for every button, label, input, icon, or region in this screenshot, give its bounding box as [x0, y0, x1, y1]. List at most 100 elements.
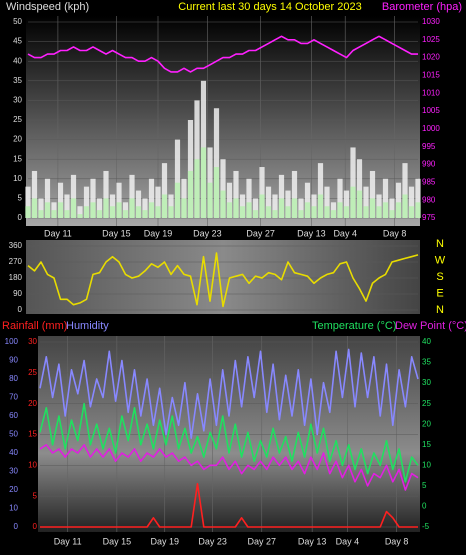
- bar: [252, 198, 259, 218]
- bar: [324, 206, 330, 218]
- bar: [265, 206, 272, 218]
- y-tick-label: 50: [9, 430, 18, 439]
- y-tick-label: 980: [422, 195, 436, 204]
- y-tick-label: 1005: [422, 106, 440, 115]
- y-tick-label: 5: [422, 481, 427, 490]
- y-tick-label: 40: [13, 56, 22, 65]
- y-tick-label: 270: [9, 257, 23, 266]
- bar: [350, 147, 356, 218]
- y-tick-label: 1015: [422, 71, 440, 80]
- bar: [194, 159, 200, 218]
- bar: [200, 147, 207, 218]
- bar: [77, 206, 83, 218]
- bar: [376, 194, 382, 218]
- bar: [317, 194, 324, 218]
- y-tick-label: 25: [13, 115, 22, 124]
- y-tick-label: 25: [422, 399, 431, 408]
- bar: [285, 190, 291, 218]
- bar: [168, 194, 174, 218]
- bar: [220, 190, 226, 218]
- y-tick-label: 1025: [422, 35, 440, 44]
- bar: [57, 182, 64, 218]
- bar: [103, 198, 109, 218]
- bar: [402, 163, 408, 218]
- y-tick-label: 10: [422, 460, 431, 469]
- bar: [311, 206, 317, 218]
- y-tick-label: 5: [33, 491, 38, 500]
- bar: [330, 210, 337, 218]
- bar: [181, 198, 187, 218]
- bar: [356, 190, 363, 218]
- bar: [239, 194, 246, 218]
- x-tick-label: Day 27: [246, 228, 275, 238]
- y-tick-label: 990: [422, 160, 436, 169]
- chart-title: Current last 30 days 14 October 2023: [178, 1, 361, 13]
- bar: [96, 210, 103, 218]
- x-tick-label: Day 19: [150, 536, 179, 546]
- y-tick-label: 10: [9, 504, 18, 513]
- bar: [96, 198, 103, 218]
- bar: [129, 174, 135, 218]
- bar: [382, 202, 389, 218]
- bar: [402, 194, 408, 218]
- bar: [38, 198, 44, 218]
- y-tick-label: 20: [13, 135, 22, 144]
- bar: [233, 198, 239, 218]
- bar: [161, 194, 168, 218]
- legend-label: Rainfall (mm): [2, 320, 67, 332]
- y2--label: Barometer (hpa): [382, 1, 462, 13]
- bar: [51, 210, 57, 218]
- x-tick-label: Day 8: [383, 228, 407, 238]
- y-tick-label: 995: [422, 142, 436, 151]
- bar: [31, 198, 38, 218]
- bar: [343, 206, 350, 218]
- y-tick-label: 1020: [422, 53, 440, 62]
- bar: [285, 206, 291, 218]
- compass-label: E: [436, 287, 443, 299]
- bar: [168, 206, 174, 218]
- x-tick-label: Day 11: [44, 228, 72, 238]
- series-line: [39, 402, 419, 483]
- y-tick-label: 35: [13, 76, 22, 85]
- series-line: [39, 444, 419, 491]
- bar: [382, 178, 389, 218]
- y-tick-label: 360: [9, 241, 23, 250]
- series-line: [27, 35, 418, 73]
- bar: [278, 198, 285, 218]
- bar: [226, 202, 233, 218]
- x-tick-label: Day 8: [385, 536, 409, 546]
- bar: [291, 170, 298, 218]
- series-line: [40, 483, 418, 528]
- bar: [148, 202, 155, 218]
- y-tick-label: 30: [9, 467, 18, 476]
- bar: [415, 202, 421, 218]
- x-tick-label: Day 13: [297, 228, 326, 238]
- bar: [148, 178, 155, 218]
- y-tick-label: 100: [5, 337, 19, 346]
- bar: [116, 182, 122, 218]
- y-tick-label: 5: [18, 194, 23, 203]
- bar: [25, 206, 31, 218]
- bar: [395, 182, 402, 218]
- x-tick-label: Day 13: [298, 536, 327, 546]
- x-tick-label: Day 19: [144, 228, 173, 238]
- bar: [226, 182, 233, 218]
- bar: [142, 198, 148, 218]
- bar: [304, 182, 311, 218]
- bar: [337, 202, 343, 218]
- y-tick-label: 80: [9, 374, 18, 383]
- bar: [174, 182, 181, 218]
- bar: [213, 167, 220, 218]
- y-tick-label: 45: [13, 37, 22, 46]
- bar: [337, 178, 343, 218]
- bar: [389, 210, 395, 218]
- bar: [363, 206, 369, 218]
- bar: [142, 210, 148, 218]
- y-tick-label: 30: [422, 378, 431, 387]
- legend-label: Dew Point (°C): [395, 320, 466, 332]
- bar: [239, 206, 246, 218]
- y-tick-label: 30: [28, 337, 37, 346]
- bar: [395, 202, 402, 218]
- y-tick-label: -5: [422, 522, 430, 531]
